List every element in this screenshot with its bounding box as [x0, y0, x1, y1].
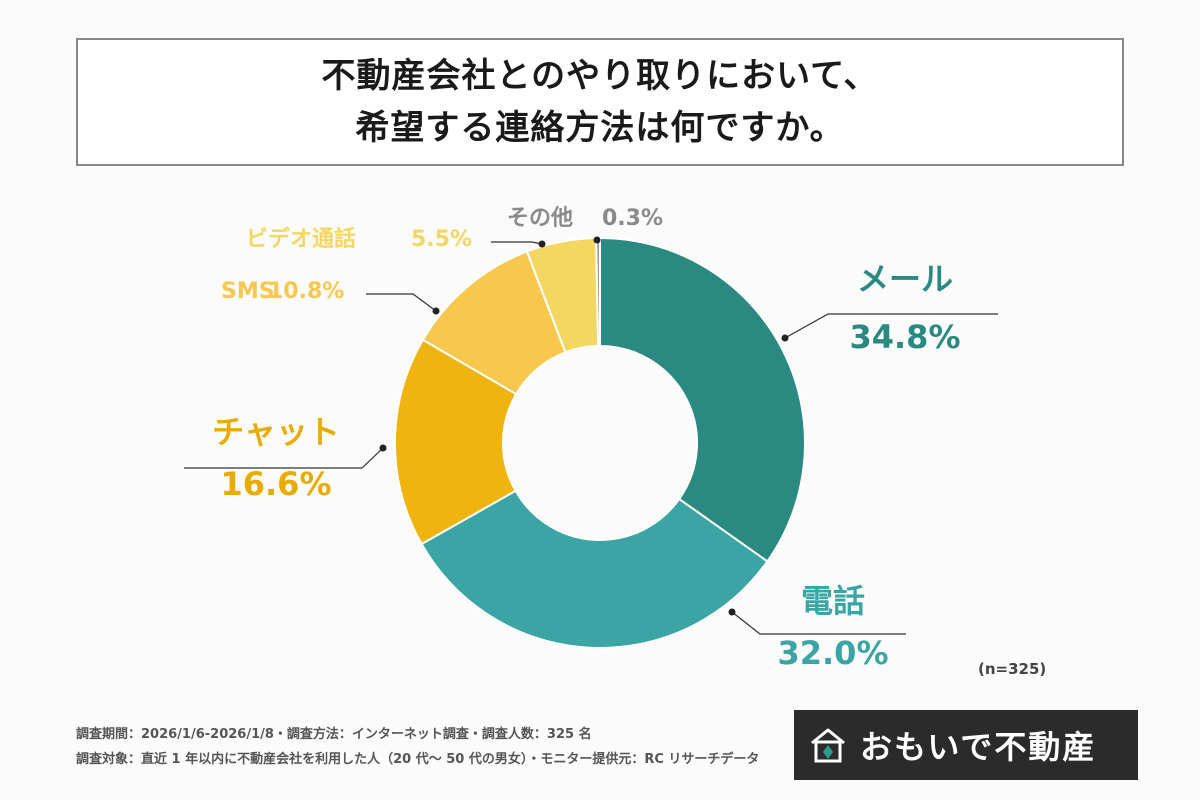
slice-chat [394, 338, 518, 546]
leader-dot-video-call [538, 240, 546, 248]
leader-line-sms [366, 293, 437, 312]
label-name-chat: チャット [212, 413, 340, 451]
house-icon [811, 728, 845, 763]
brand-name: おもいで不動産 [860, 728, 1097, 766]
label-value-sms: 10.8% [268, 279, 344, 304]
label-value-phone: 32.0% [777, 634, 888, 672]
leader-dot-phone [728, 608, 736, 616]
brand-logo: おもいで不動産 [794, 710, 1138, 780]
leader-line-mail [784, 313, 998, 339]
slice-phone [420, 489, 769, 649]
leader-line-video-call [491, 241, 543, 245]
label-value-other: 0.3% [602, 206, 663, 231]
label-name-other: その他 [507, 206, 573, 231]
label-value-video-call: 5.5% [411, 227, 472, 252]
chart-title-line-1: 不動産会社とのやり取りにおいて、 [321, 56, 879, 96]
title-box: 不動産会社とのやり取りにおいて、 希望する連絡方法は何ですか。 [76, 38, 1124, 166]
leader-line-chat [184, 447, 384, 469]
label-name-sms: SMS [221, 279, 275, 304]
slice-mail [599, 236, 806, 563]
label-name-mail: メール [857, 260, 953, 298]
survey-target-note: 調査対象：直近 1 年以内に不動産会社を利用した人（20 代〜 50 代の男女）… [76, 752, 760, 767]
leader-dot-mail [781, 334, 789, 342]
label-name-phone: 電話 [801, 582, 865, 620]
survey-period-note: 調査期間：2026/1/6-2026/1/8・調査方法：インターネット調査・調査… [76, 727, 592, 742]
leader-dot-other [593, 236, 601, 244]
chart-title-line-2: 希望する連絡方法は何ですか。 [355, 108, 845, 148]
leader-dot-chat [379, 444, 387, 452]
label-name-video-call: ビデオ通話 [246, 226, 356, 252]
leader-dot-sms [432, 307, 440, 315]
leader-line-phone [731, 611, 906, 635]
label-value-mail: 34.8% [849, 318, 960, 356]
label-value-chat: 16.6% [220, 465, 331, 503]
sample-size-label: (n=325) [978, 660, 1047, 678]
